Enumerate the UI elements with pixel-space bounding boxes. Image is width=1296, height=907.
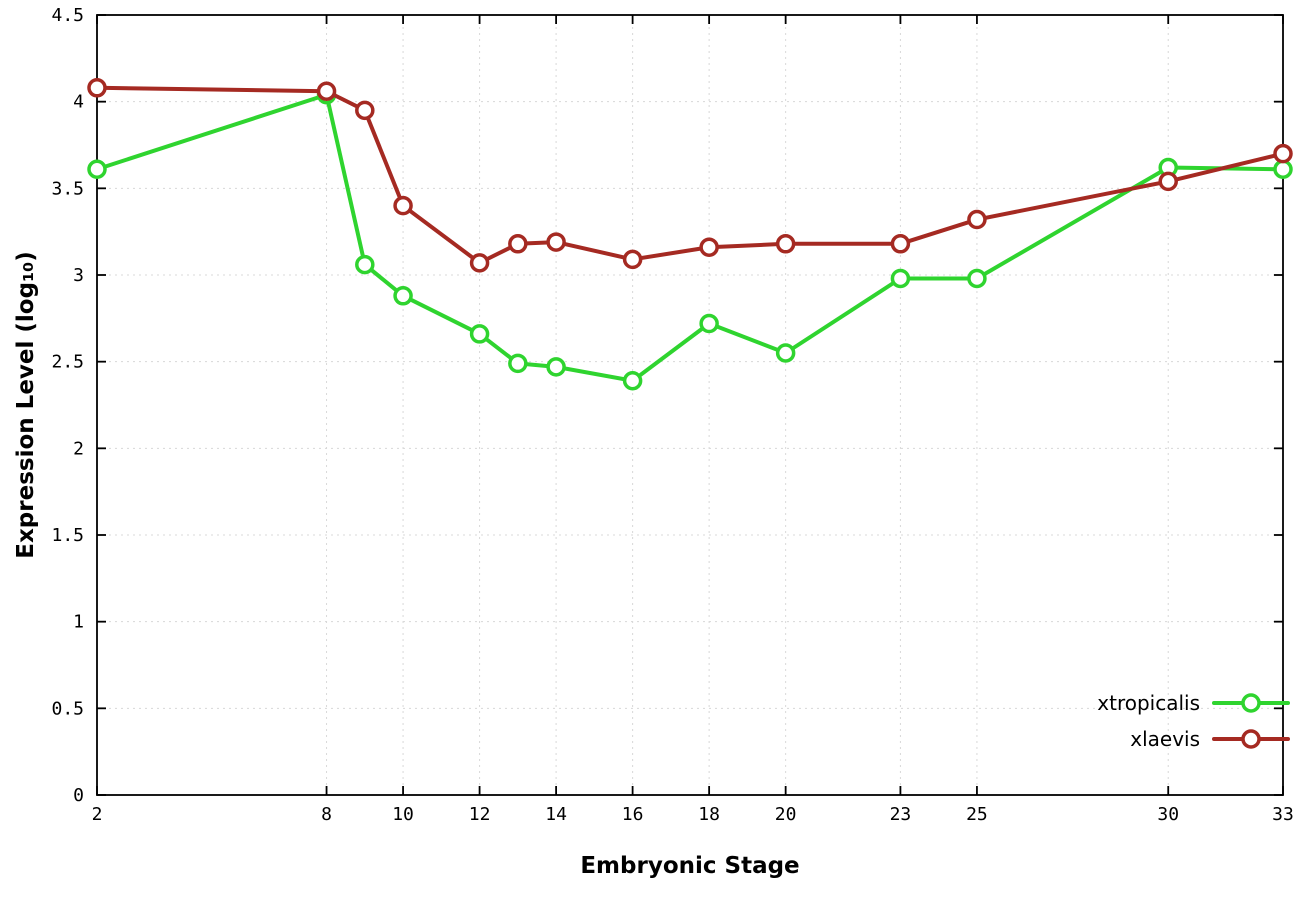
data-point-xtropicalis [622,370,643,391]
y-axis-label: Expression Level (log₁₀) [13,251,39,559]
data-point-xtropicalis [355,254,375,275]
data-point-xlaevis [546,232,566,252]
data-point-xlaevis [393,195,413,216]
x-tick-label: 2 [92,804,103,825]
legend-label-xlaevis: xlaevis [1130,727,1200,751]
y-tick-label: 2.5 [51,352,84,373]
y-tick-label: 2 [73,438,84,459]
data-point-xlaevis [622,249,643,270]
x-tick-label: 18 [698,804,720,825]
data-point-xlaevis [87,78,107,98]
data-point-xlaevis [1273,143,1293,164]
x-tick-label: 33 [1272,804,1294,825]
x-tick-label: 14 [545,804,567,825]
x-tick-label: 10 [392,804,414,825]
data-point-xtropicalis [775,343,796,363]
y-tick-label: 0.5 [51,698,84,719]
x-tick-label: 20 [775,804,797,825]
plot-border [96,14,1284,796]
data-point-xtropicalis [890,268,911,289]
x-tick-label: 12 [469,804,491,825]
y-tick-label: 1.5 [51,525,84,546]
data-point-xlaevis [508,234,528,254]
x-axis-label: Embryonic Stage [580,853,800,879]
y-tick-label: 3 [73,265,84,286]
legend-marker-xlaevis [1241,729,1261,749]
x-tick-label: 30 [1157,804,1179,825]
y-tick-label: 1 [73,612,84,633]
data-point-xlaevis [1158,171,1178,192]
x-tick-label: 16 [622,804,644,825]
series-line-xtropicalis [95,92,1285,383]
y-tick-label: 3.5 [51,178,84,199]
y-tick-label: 4 [73,92,84,113]
y-tick-label: 4.5 [51,5,84,26]
data-point-xlaevis [890,234,911,254]
data-point-xlaevis [355,100,375,121]
x-tick-label: 25 [966,804,988,825]
data-point-xtropicalis [1273,159,1293,180]
data-point-xlaevis [316,81,337,102]
data-point-xlaevis [699,237,719,258]
legend-marker-xtropicalis [1241,693,1261,713]
data-point-xtropicalis [546,357,566,377]
x-tick-label: 8 [321,804,332,825]
x-tick-label: 23 [890,804,912,825]
data-point-xtropicalis [393,286,413,306]
data-point-xtropicalis [967,268,987,289]
series-line-xlaevis [95,85,1285,265]
data-point-xtropicalis [87,159,107,180]
legend-label-xtropicalis: xtropicalis [1097,691,1200,715]
data-point-xtropicalis [699,313,719,334]
data-point-xtropicalis [508,353,528,374]
data-point-xlaevis [967,209,987,230]
data-point-xlaevis [775,234,796,254]
data-point-xlaevis [469,253,490,273]
data-point-xtropicalis [469,324,490,344]
y-tick-label: 0 [73,785,84,806]
